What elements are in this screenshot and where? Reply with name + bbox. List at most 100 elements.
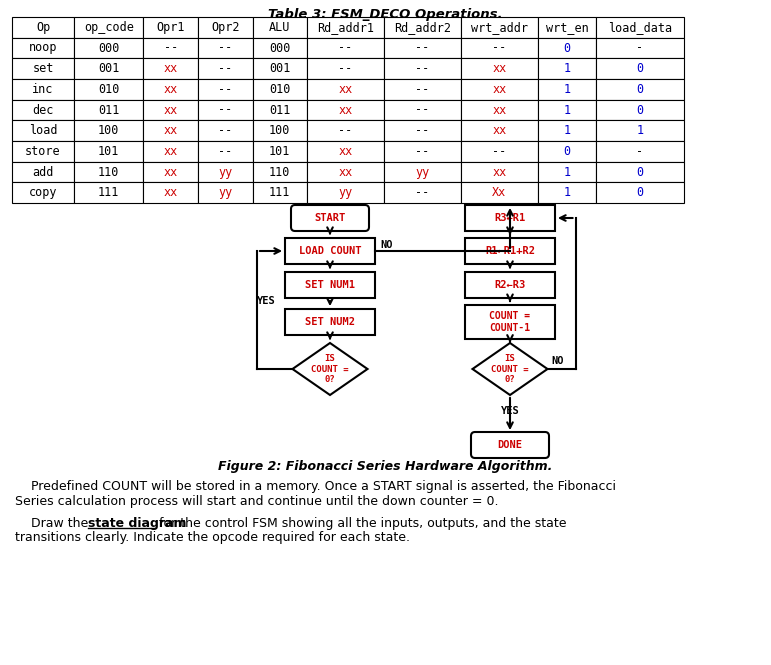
Text: NO: NO	[380, 240, 392, 250]
Text: --: --	[416, 62, 429, 75]
Bar	[307, 38, 384, 59]
Bar	[465, 305, 555, 339]
Text: 0: 0	[636, 62, 644, 75]
Bar	[253, 162, 307, 182]
Text: Opr1: Opr1	[157, 21, 185, 34]
Text: inc: inc	[32, 83, 54, 96]
Text: 110: 110	[269, 166, 291, 178]
Text: wrt_en: wrt_en	[546, 21, 588, 34]
Text: Table 3: FSM_DECO Operations.: Table 3: FSM_DECO Operations.	[268, 8, 502, 21]
Bar	[74, 38, 143, 59]
Text: Rd_addr1: Rd_addr1	[317, 21, 374, 34]
Bar	[538, 182, 596, 203]
Text: --: --	[338, 41, 352, 55]
Text: yy: yy	[218, 186, 232, 199]
Text: xx: xx	[163, 166, 178, 178]
Text: 001: 001	[98, 62, 120, 75]
Bar	[253, 38, 307, 59]
Bar	[143, 162, 198, 182]
Bar	[253, 182, 307, 203]
Bar	[198, 120, 253, 141]
Bar	[307, 17, 384, 38]
Text: Figure 2: Fibonacci Series Hardware Algorithm.: Figure 2: Fibonacci Series Hardware Algo…	[218, 460, 552, 473]
Bar	[307, 79, 384, 100]
Bar	[461, 162, 538, 182]
Text: for the control FSM showing all the inputs, outputs, and the state: for the control FSM showing all the inpu…	[155, 517, 567, 530]
Text: --: --	[338, 124, 352, 137]
Text: --: --	[416, 41, 429, 55]
Text: 111: 111	[269, 186, 291, 199]
Bar	[198, 79, 253, 100]
Text: 001: 001	[269, 62, 291, 75]
Bar	[538, 100, 596, 120]
Text: yy: yy	[338, 186, 352, 199]
Polygon shape	[473, 343, 547, 395]
Bar	[538, 38, 596, 59]
Text: 010: 010	[269, 83, 291, 96]
Text: xx: xx	[163, 145, 178, 158]
Text: xx: xx	[338, 166, 352, 178]
Bar	[384, 59, 461, 79]
Bar	[596, 182, 684, 203]
Bar	[198, 162, 253, 182]
Bar	[596, 162, 684, 182]
Bar	[12, 162, 74, 182]
Bar	[253, 100, 307, 120]
Bar	[384, 141, 461, 162]
Bar	[461, 100, 538, 120]
Text: COUNT =
COUNT-1: COUNT = COUNT-1	[490, 311, 530, 332]
Text: 011: 011	[98, 104, 120, 116]
Bar	[74, 17, 143, 38]
Bar	[253, 17, 307, 38]
Text: LOAD COUNT: LOAD COUNT	[298, 246, 362, 256]
Bar	[596, 141, 684, 162]
Text: YES: YES	[257, 296, 276, 306]
Bar	[461, 59, 538, 79]
Text: Predefined COUNT will be stored in a memory. Once a START signal is asserted, th: Predefined COUNT will be stored in a mem…	[15, 480, 616, 493]
Bar	[596, 100, 684, 120]
Text: -: -	[636, 145, 644, 158]
Bar	[538, 120, 596, 141]
Text: 1: 1	[564, 104, 571, 116]
Text: xx: xx	[493, 124, 507, 137]
Bar	[74, 162, 143, 182]
Bar	[384, 120, 461, 141]
Text: 010: 010	[98, 83, 120, 96]
Bar	[253, 141, 307, 162]
Bar	[253, 79, 307, 100]
Text: xx: xx	[493, 166, 507, 178]
Text: --: --	[218, 41, 232, 55]
Text: transitions clearly. Indicate the opcode required for each state.: transitions clearly. Indicate the opcode…	[15, 531, 410, 544]
Text: wrt_addr: wrt_addr	[471, 21, 528, 34]
Bar	[12, 38, 74, 59]
Bar	[384, 162, 461, 182]
Text: 1: 1	[564, 124, 571, 137]
Bar	[74, 141, 143, 162]
Bar	[143, 59, 198, 79]
Text: --: --	[218, 104, 232, 116]
Bar	[74, 100, 143, 120]
Text: load_data: load_data	[608, 21, 672, 34]
Text: Opr2: Opr2	[211, 21, 240, 34]
Text: copy: copy	[29, 186, 57, 199]
Bar	[538, 59, 596, 79]
Bar	[307, 141, 384, 162]
Text: xx: xx	[163, 186, 178, 199]
Bar	[12, 59, 74, 79]
Bar	[74, 59, 143, 79]
Bar	[307, 120, 384, 141]
Text: 0: 0	[564, 41, 571, 55]
Text: NO: NO	[551, 356, 564, 366]
Text: add: add	[32, 166, 54, 178]
Bar	[143, 38, 198, 59]
Text: Xx: Xx	[493, 186, 507, 199]
Bar	[143, 141, 198, 162]
Bar	[384, 100, 461, 120]
Bar	[384, 182, 461, 203]
Text: 000: 000	[269, 41, 291, 55]
Text: --: --	[416, 145, 429, 158]
Text: load: load	[29, 124, 57, 137]
Bar	[12, 79, 74, 100]
Text: --: --	[416, 83, 429, 96]
Text: --: --	[493, 145, 507, 158]
